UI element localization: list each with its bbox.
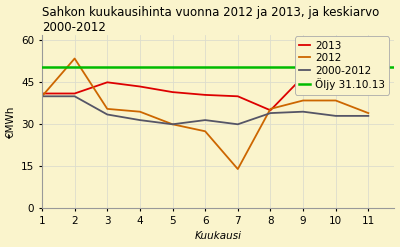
2012 (170, 123, 175, 126)
2012 (301, 99, 306, 102)
X-axis label: Kuukausi: Kuukausi (195, 231, 242, 242)
2000-2012 (236, 123, 240, 126)
2013 (366, 80, 371, 82)
Line: 2012: 2012 (42, 59, 368, 169)
2012 (366, 112, 371, 115)
2000-2012 (138, 119, 142, 122)
2013 (138, 85, 142, 88)
2012 (203, 130, 208, 133)
2013 (236, 95, 240, 98)
Line: 2013: 2013 (42, 77, 368, 110)
2012 (333, 99, 338, 102)
2013 (170, 91, 175, 94)
2012 (236, 167, 240, 170)
Legend: 2013, 2012, 2000-2012, Öljy 31.10.13: 2013, 2012, 2000-2012, Öljy 31.10.13 (295, 37, 389, 95)
2012 (72, 57, 77, 60)
2000-2012 (72, 95, 77, 98)
2013 (203, 93, 208, 96)
2013 (40, 92, 44, 95)
Text: Sahkon kuukausihinta vuonna 2012 ja 2013, ja keskiarvo
2000-2012: Sahkon kuukausihinta vuonna 2012 ja 2013… (42, 5, 379, 34)
2000-2012 (268, 112, 273, 115)
2000-2012 (301, 110, 306, 113)
2000-2012 (366, 114, 371, 117)
2012 (138, 110, 142, 113)
2000-2012 (105, 113, 110, 116)
2013 (333, 78, 338, 81)
Y-axis label: €MWh: €MWh (6, 105, 16, 138)
2000-2012 (40, 95, 44, 98)
Öljy 31.10.13 (7, 65, 12, 68)
2013 (268, 109, 273, 112)
2000-2012 (333, 114, 338, 117)
2000-2012 (203, 119, 208, 122)
2013 (301, 75, 306, 78)
2000-2012 (170, 123, 175, 126)
Line: 2000-2012: 2000-2012 (42, 96, 368, 124)
2012 (105, 107, 110, 110)
Öljy 31.10.13 (40, 65, 44, 68)
2012 (268, 107, 273, 110)
2013 (72, 92, 77, 95)
2012 (40, 95, 44, 98)
2013 (105, 81, 110, 84)
